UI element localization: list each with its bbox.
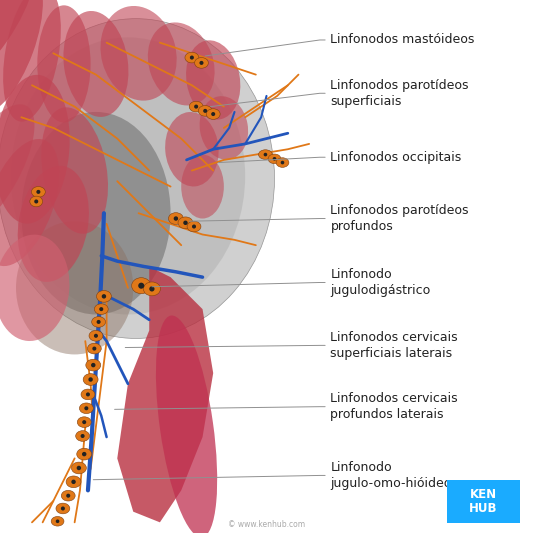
Circle shape (36, 190, 41, 194)
Ellipse shape (3, 0, 61, 122)
Ellipse shape (100, 6, 177, 101)
Ellipse shape (143, 282, 160, 296)
Ellipse shape (0, 19, 274, 338)
Circle shape (82, 452, 86, 456)
Ellipse shape (71, 462, 86, 474)
Ellipse shape (0, 104, 35, 237)
Circle shape (82, 420, 86, 424)
Ellipse shape (16, 221, 133, 354)
Ellipse shape (56, 503, 70, 514)
Circle shape (66, 494, 70, 498)
Circle shape (203, 109, 207, 113)
Ellipse shape (37, 5, 91, 123)
Circle shape (80, 434, 85, 438)
Ellipse shape (0, 0, 35, 94)
Ellipse shape (0, 0, 43, 114)
Circle shape (92, 346, 96, 351)
Text: KEN
HUB: KEN HUB (469, 488, 498, 515)
Ellipse shape (11, 37, 245, 314)
Ellipse shape (61, 490, 75, 501)
Circle shape (199, 61, 204, 65)
Ellipse shape (0, 139, 59, 266)
Circle shape (96, 320, 101, 324)
Ellipse shape (165, 112, 219, 187)
Ellipse shape (89, 330, 103, 341)
Text: Linfonodos cervicais
profundos laterais: Linfonodos cervicais profundos laterais (330, 392, 458, 421)
Circle shape (88, 377, 93, 382)
Ellipse shape (148, 22, 215, 106)
Circle shape (91, 363, 95, 367)
Text: Linfonodos parotídeos
superficiais: Linfonodos parotídeos superficiais (330, 79, 469, 108)
Ellipse shape (156, 316, 217, 533)
Circle shape (56, 520, 59, 523)
Ellipse shape (195, 58, 208, 68)
Ellipse shape (79, 403, 93, 414)
Circle shape (71, 480, 76, 484)
Text: Linfonodos parotídeos
profundos: Linfonodos parotídeos profundos (330, 204, 469, 233)
Ellipse shape (66, 476, 81, 488)
Ellipse shape (259, 150, 272, 159)
Ellipse shape (18, 166, 89, 282)
Ellipse shape (185, 52, 199, 63)
Ellipse shape (77, 417, 91, 427)
Circle shape (281, 161, 284, 164)
Circle shape (192, 224, 196, 229)
Circle shape (149, 286, 155, 292)
Circle shape (138, 282, 144, 289)
Circle shape (264, 153, 267, 156)
Ellipse shape (206, 109, 220, 119)
Circle shape (102, 294, 106, 298)
Ellipse shape (0, 75, 70, 224)
Ellipse shape (30, 196, 43, 207)
Ellipse shape (81, 389, 95, 400)
Ellipse shape (77, 448, 92, 460)
Circle shape (194, 104, 198, 109)
Ellipse shape (268, 154, 281, 164)
Ellipse shape (0, 235, 69, 341)
Ellipse shape (198, 106, 212, 116)
Ellipse shape (63, 11, 128, 117)
Circle shape (174, 216, 178, 221)
Circle shape (86, 392, 90, 397)
Circle shape (211, 112, 215, 116)
Text: Linfonodo
jugulo-omo-hióideo: Linfonodo jugulo-omo-hióideo (330, 461, 452, 490)
Ellipse shape (178, 217, 193, 229)
Ellipse shape (51, 516, 64, 526)
Circle shape (99, 307, 103, 311)
Circle shape (190, 55, 194, 60)
Ellipse shape (168, 213, 183, 224)
Circle shape (273, 157, 276, 160)
Text: Linfonodo
jugulodigástrico: Linfonodo jugulodigástrico (330, 268, 431, 297)
Ellipse shape (21, 112, 171, 314)
Ellipse shape (31, 187, 45, 197)
Text: Linfonodos occipitais: Linfonodos occipitais (330, 151, 462, 164)
Circle shape (94, 334, 98, 338)
Ellipse shape (86, 359, 101, 371)
Polygon shape (117, 266, 213, 522)
Ellipse shape (181, 155, 224, 219)
Ellipse shape (276, 158, 289, 167)
Ellipse shape (41, 107, 108, 234)
Ellipse shape (83, 374, 98, 385)
Circle shape (34, 199, 38, 204)
Circle shape (77, 466, 81, 470)
Circle shape (84, 406, 88, 410)
Ellipse shape (186, 41, 240, 119)
Ellipse shape (199, 96, 248, 160)
Circle shape (183, 221, 188, 225)
Ellipse shape (76, 431, 90, 441)
Text: © www.kenhub.com: © www.kenhub.com (228, 520, 305, 529)
Circle shape (61, 506, 65, 511)
Ellipse shape (96, 290, 111, 302)
Ellipse shape (187, 221, 201, 232)
Ellipse shape (189, 101, 203, 112)
Ellipse shape (94, 304, 108, 314)
Text: Linfonodos cervicais
superficiais laterais: Linfonodos cervicais superficiais latera… (330, 331, 458, 360)
Text: Linfonodos mastóideos: Linfonodos mastóideos (330, 34, 475, 46)
Ellipse shape (87, 343, 101, 354)
Ellipse shape (92, 317, 106, 327)
Ellipse shape (132, 278, 151, 294)
FancyBboxPatch shape (447, 480, 520, 523)
